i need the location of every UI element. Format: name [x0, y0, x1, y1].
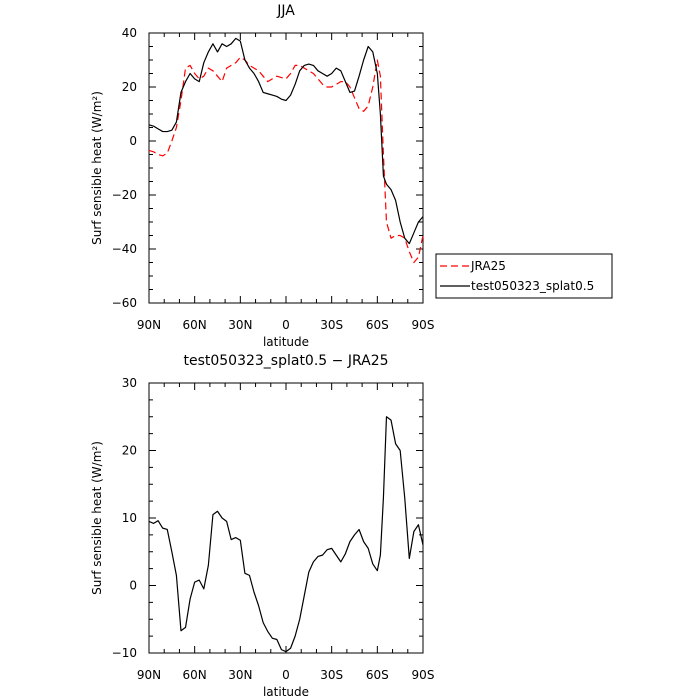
legend-label: test050323_splat0.5	[471, 279, 594, 293]
x-tick-label: 60S	[366, 668, 389, 682]
legend-label: JRA25	[470, 259, 506, 273]
x-tick-label: 0	[282, 668, 290, 682]
x-tick-label: 30S	[320, 318, 343, 332]
chart-title: test050323_splat0.5 − JRA25	[183, 353, 388, 369]
y-tick-label: −40	[112, 242, 137, 256]
y-tick-label: 20	[122, 444, 137, 458]
x-tick-label: 60S	[366, 318, 389, 332]
x-tick-label: 0	[282, 318, 290, 332]
y-tick-label: 0	[129, 134, 137, 148]
y-tick-label: 10	[122, 511, 137, 525]
series-line-jra25	[148, 56, 424, 264]
legend-box	[435, 253, 613, 299]
x-tick-label: 90S	[412, 668, 435, 682]
y-tick-label: −20	[112, 188, 137, 202]
series-line-test050323-splat0-5	[148, 37, 424, 245]
x-tick-label: 90S	[412, 318, 435, 332]
x-tick-label: 30N	[228, 668, 252, 682]
y-tick-label: 40	[122, 26, 137, 40]
y-tick-label: −60	[112, 296, 137, 310]
y-axis-label: Surf sensible heat (W/m²)	[90, 91, 104, 245]
y-tick-label: 30	[122, 376, 137, 390]
y-tick-label: −10	[112, 646, 137, 660]
y-tick-label: 20	[122, 80, 137, 94]
y-tick-label: 0	[129, 579, 137, 593]
x-axis-label: latitude	[263, 685, 309, 699]
x-tick-label: 60N	[183, 318, 207, 332]
x-axis-label: latitude	[263, 335, 309, 349]
y-axis-label: Surf sensible heat (W/m²)	[90, 441, 104, 595]
x-tick-label: 30N	[228, 318, 252, 332]
x-tick-label: 30S	[320, 668, 343, 682]
series-line-difference	[148, 416, 424, 653]
x-tick-label: 90N	[137, 668, 161, 682]
x-tick-label: 90N	[137, 318, 161, 332]
chart-title: JJA	[276, 3, 295, 19]
x-tick-label: 60N	[183, 668, 207, 682]
